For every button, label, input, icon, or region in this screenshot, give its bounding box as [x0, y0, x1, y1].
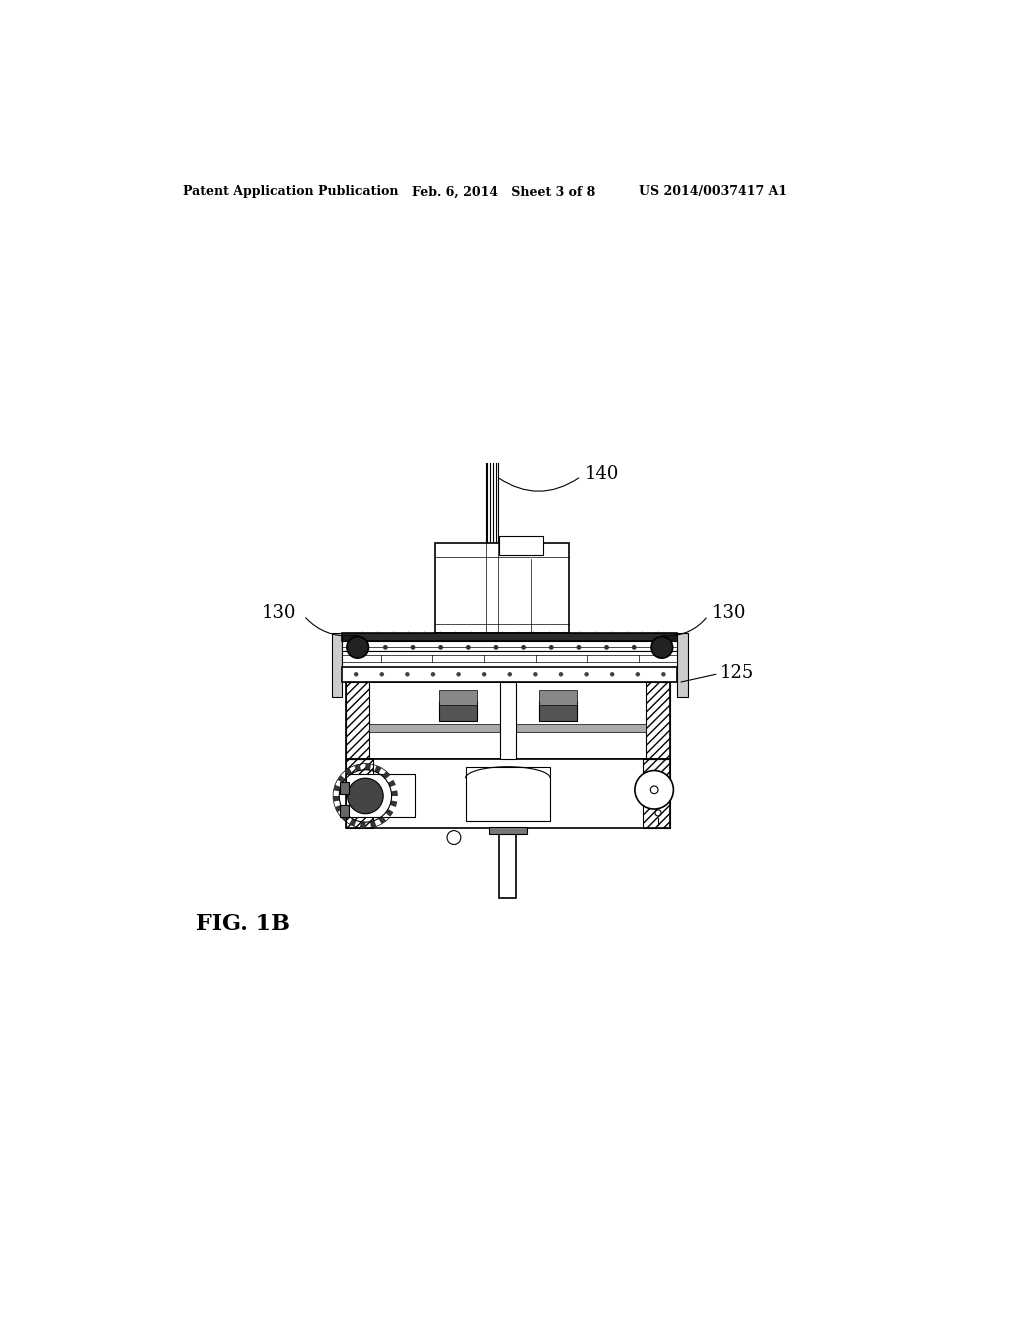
Wedge shape	[349, 818, 356, 826]
Circle shape	[610, 673, 613, 676]
Text: Feb. 6, 2014   Sheet 3 of 8: Feb. 6, 2014 Sheet 3 of 8	[412, 185, 595, 198]
Bar	[499, 536, 543, 554]
Circle shape	[605, 645, 608, 649]
Circle shape	[578, 645, 581, 649]
Wedge shape	[379, 816, 386, 824]
Circle shape	[559, 673, 562, 676]
Bar	[346, 759, 373, 829]
Bar	[662, 635, 677, 642]
Circle shape	[384, 645, 387, 649]
Wedge shape	[382, 771, 390, 779]
Circle shape	[585, 673, 588, 676]
Bar	[466, 793, 550, 821]
Bar	[466, 767, 550, 821]
Bar	[332, 634, 342, 697]
Text: FIG. 1B: FIG. 1B	[196, 913, 290, 935]
Circle shape	[662, 673, 665, 676]
Bar	[646, 682, 670, 759]
Bar	[340, 781, 349, 793]
Circle shape	[508, 673, 511, 676]
Bar	[539, 690, 578, 705]
Bar	[539, 701, 578, 721]
Circle shape	[650, 785, 658, 793]
Circle shape	[347, 636, 369, 659]
Wedge shape	[345, 768, 352, 776]
Bar	[342, 634, 677, 642]
Bar	[346, 759, 373, 829]
Bar	[438, 701, 477, 721]
Bar	[435, 544, 569, 634]
Wedge shape	[341, 813, 348, 821]
Wedge shape	[335, 805, 343, 812]
Wedge shape	[333, 796, 340, 801]
Circle shape	[347, 779, 383, 813]
Circle shape	[356, 645, 359, 649]
Bar	[346, 759, 670, 829]
Text: US 2014/0037417 A1: US 2014/0037417 A1	[639, 185, 786, 198]
Wedge shape	[337, 775, 345, 783]
Circle shape	[522, 645, 525, 649]
Bar	[646, 682, 670, 759]
Circle shape	[651, 636, 673, 659]
Bar	[500, 682, 515, 759]
Wedge shape	[391, 791, 397, 796]
Bar	[342, 635, 357, 642]
Wedge shape	[375, 766, 382, 774]
Circle shape	[534, 673, 537, 676]
Bar	[370, 725, 646, 733]
Text: 140: 140	[585, 465, 620, 483]
Circle shape	[406, 673, 409, 676]
Bar	[438, 690, 477, 705]
Bar	[346, 775, 416, 817]
Text: 130: 130	[712, 603, 746, 622]
Bar	[346, 775, 416, 817]
Circle shape	[380, 673, 383, 676]
Circle shape	[633, 645, 636, 649]
Circle shape	[636, 673, 639, 676]
Bar	[342, 667, 677, 682]
Wedge shape	[370, 821, 377, 828]
Wedge shape	[354, 764, 360, 771]
Bar	[342, 642, 677, 651]
Circle shape	[550, 645, 553, 649]
Bar	[488, 826, 527, 834]
Wedge shape	[390, 800, 397, 807]
Text: 130: 130	[261, 603, 296, 622]
Circle shape	[457, 673, 460, 676]
Circle shape	[447, 830, 461, 845]
Circle shape	[482, 673, 485, 676]
Wedge shape	[385, 809, 393, 817]
Circle shape	[467, 645, 470, 649]
Bar	[346, 682, 670, 759]
Bar	[346, 682, 370, 759]
Wedge shape	[334, 785, 341, 792]
Circle shape	[660, 645, 664, 649]
Bar	[643, 759, 670, 829]
Circle shape	[354, 673, 357, 676]
Circle shape	[439, 645, 442, 649]
Bar	[346, 682, 370, 759]
Circle shape	[431, 673, 434, 676]
Bar	[677, 634, 688, 697]
Bar	[342, 651, 677, 667]
Wedge shape	[366, 763, 371, 770]
Wedge shape	[359, 822, 366, 829]
Bar	[643, 759, 670, 829]
Text: 125: 125	[720, 664, 754, 681]
Bar	[340, 805, 349, 817]
Wedge shape	[388, 780, 396, 787]
Circle shape	[495, 645, 498, 649]
Circle shape	[635, 771, 674, 809]
Text: Patent Application Publication: Patent Application Publication	[183, 185, 398, 198]
Bar	[500, 829, 516, 898]
Circle shape	[412, 645, 415, 649]
